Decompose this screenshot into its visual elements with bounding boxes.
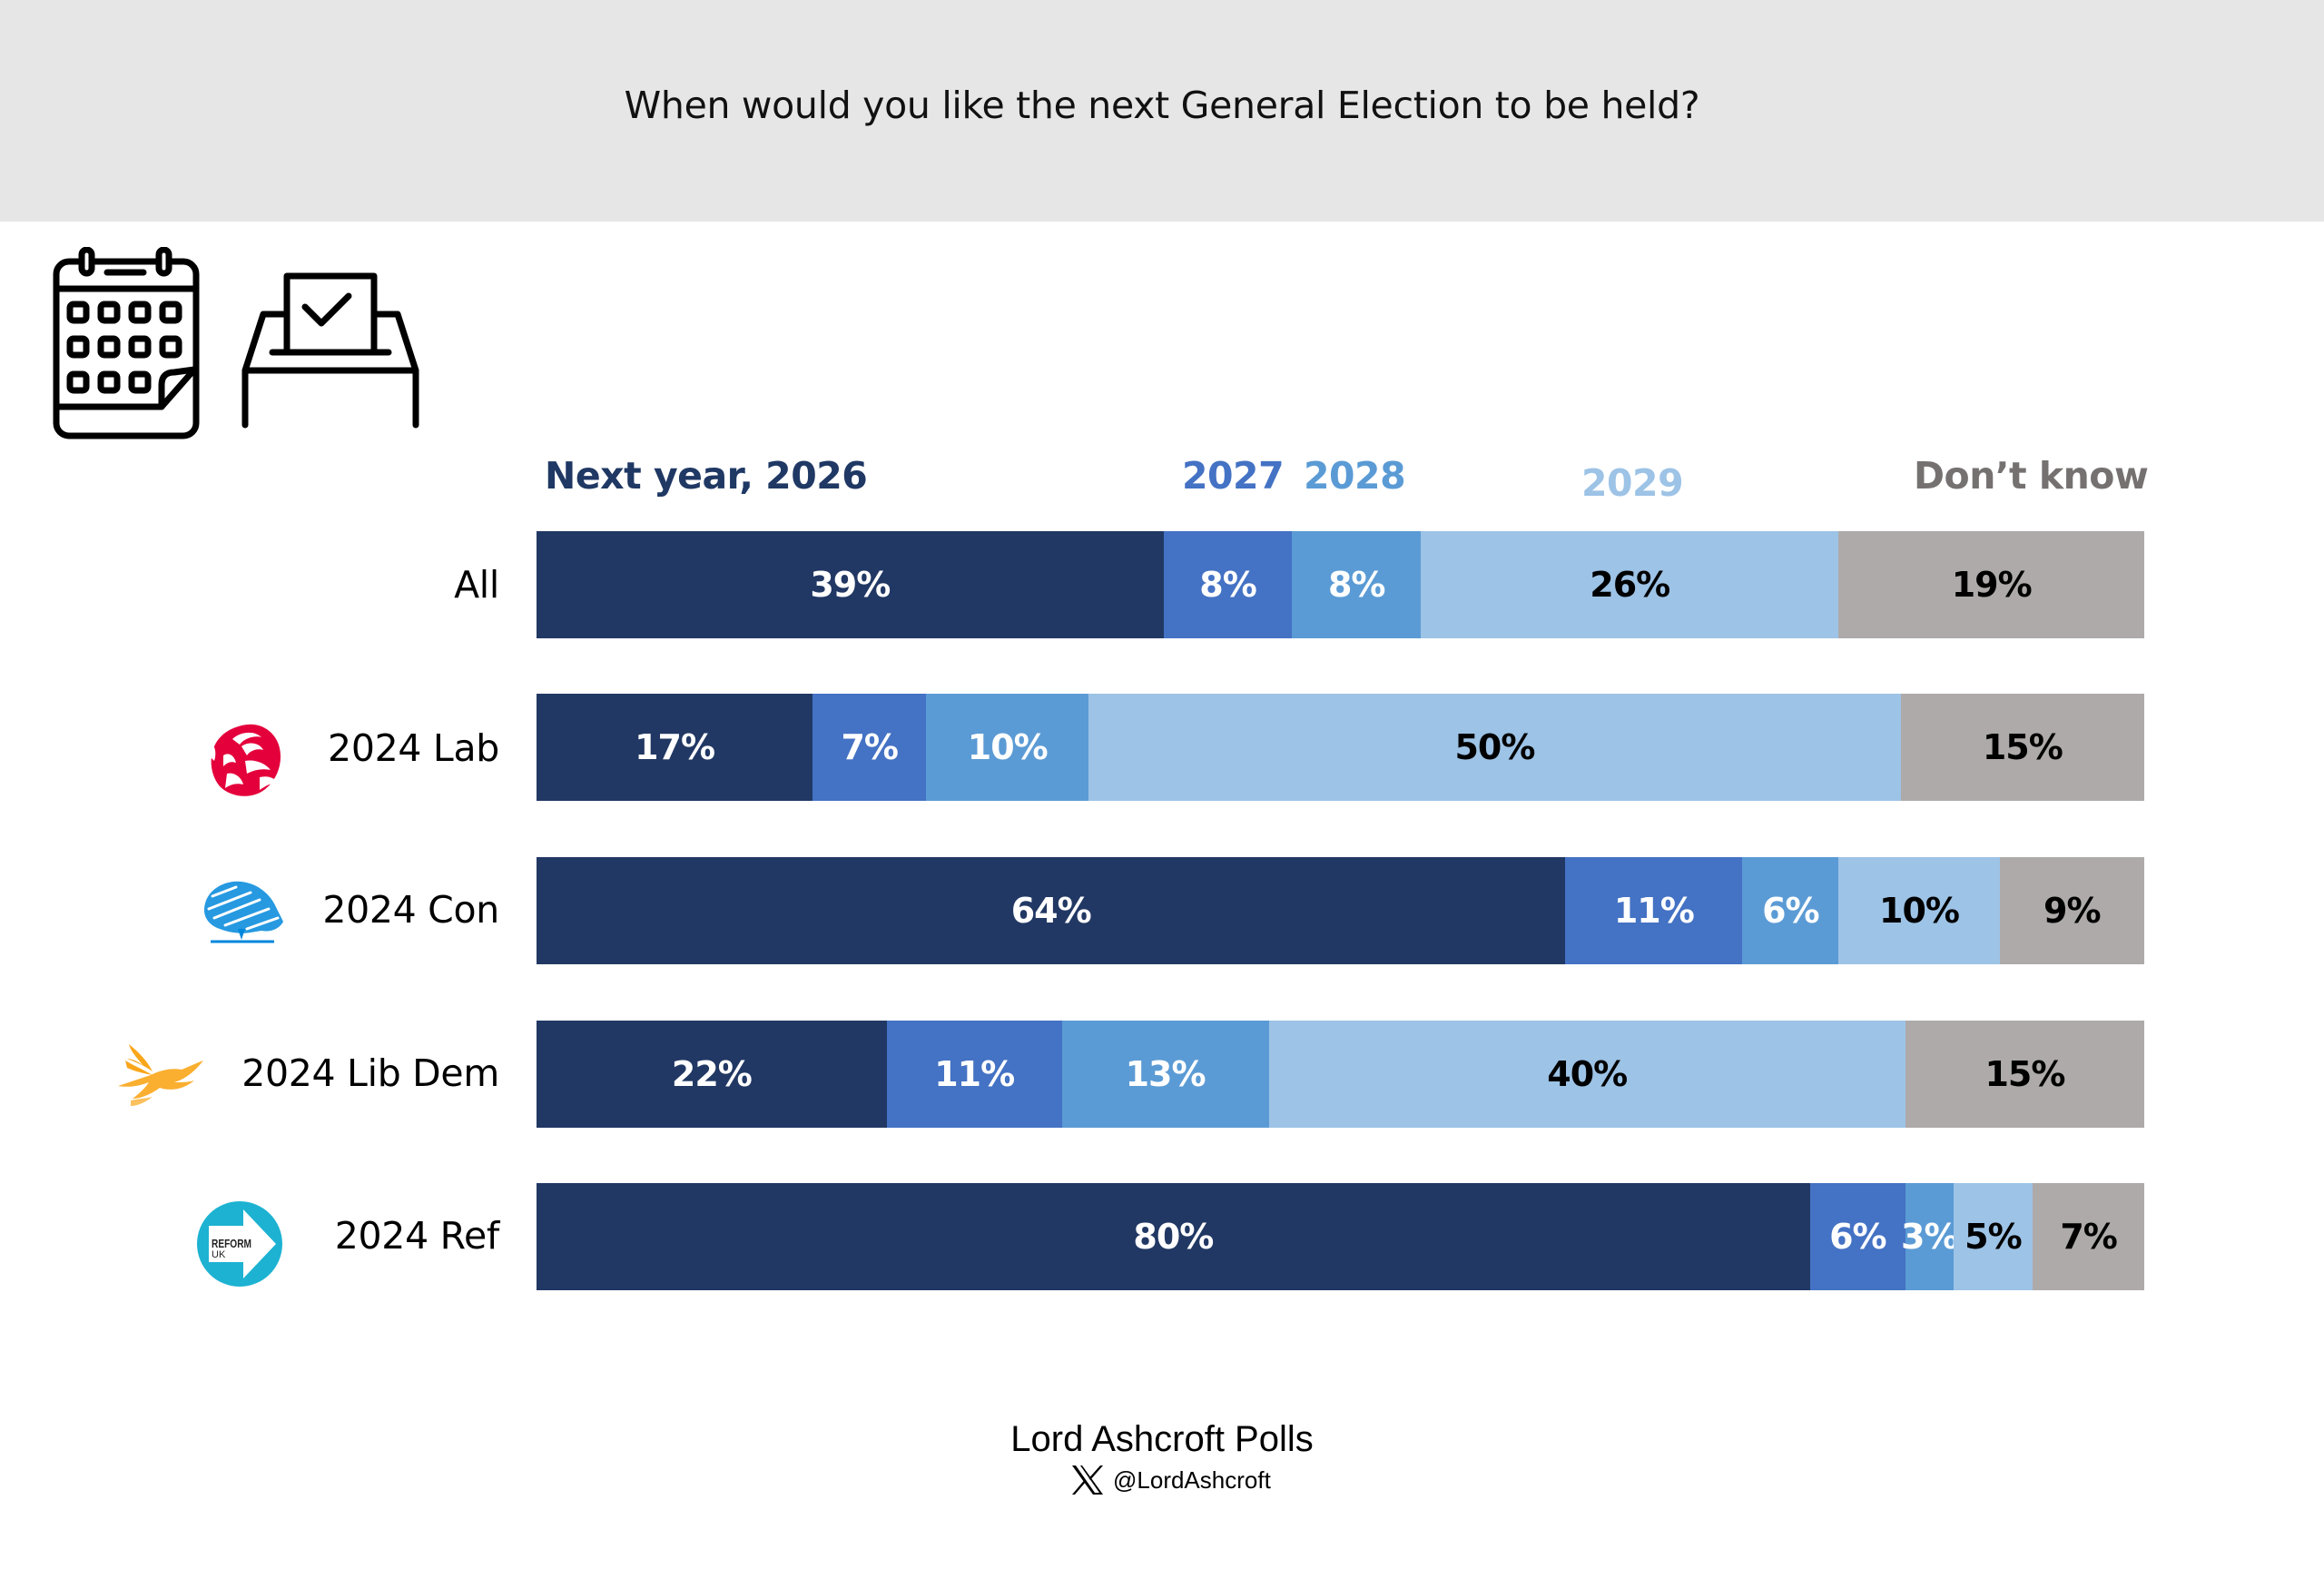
- row-label-lab: 2024 Lab: [328, 726, 499, 770]
- bar-row-lab: 17% 7% 10% 50% 15%: [537, 694, 2144, 801]
- bar-segment-seg-2026: 64%: [537, 857, 1566, 964]
- conservative-tree-logo: [203, 881, 283, 943]
- ballot-box-icon: [241, 272, 419, 429]
- bar-segment-seg-2029: 40%: [1268, 1021, 1905, 1128]
- footer-brand: Lord Ashcroft Polls: [1010, 1419, 1314, 1459]
- labour-rose-logo: [209, 724, 281, 796]
- bar-segment-seg-dont-know: 7%: [2033, 1183, 2144, 1290]
- svg-text:UK: UK: [212, 1249, 226, 1260]
- bar-segment-seg-2027: 6%: [1809, 1183, 1905, 1290]
- bar-segment-seg-2026: 80%: [537, 1183, 1810, 1290]
- legend-item-2028: 2028: [1304, 454, 1406, 498]
- bar-segment-seg-dont-know: 19%: [1838, 531, 2144, 638]
- bar-segment-seg-2028: 10%: [926, 694, 1089, 801]
- bar-row-con: 64% 11% 6% 10% 9%: [537, 857, 2144, 964]
- data-label: 64%: [1010, 891, 1092, 931]
- data-label: 17%: [635, 727, 715, 767]
- row-label-libdem: 2024 Lib Dem: [241, 1051, 499, 1095]
- svg-text:REFORM: REFORM: [212, 1237, 251, 1250]
- bar-segment-seg-dont-know: 9%: [1999, 857, 2144, 964]
- chart-title: When would you like the next General Ele…: [624, 84, 1700, 127]
- data-label: 6%: [1829, 1217, 1887, 1257]
- legend-item-2026: Next year, 2026: [545, 454, 868, 498]
- calendar-icon: [53, 247, 200, 439]
- data-label: 9%: [2043, 891, 2102, 931]
- bar-segment-seg-2026: 22%: [537, 1021, 887, 1128]
- bar-segment-seg-2026: 39%: [537, 531, 1164, 638]
- data-label: 15%: [1982, 727, 2063, 767]
- data-label: 7%: [841, 727, 899, 767]
- bar-segment-seg-2026: 17%: [537, 694, 813, 801]
- row-label-con: 2024 Con: [322, 888, 499, 932]
- data-label: 5%: [1965, 1217, 2023, 1257]
- bar-segment-seg-2028: 8%: [1292, 531, 1422, 638]
- bar-segment-seg-2029: 26%: [1421, 531, 1839, 638]
- bar-segment-seg-2027: 11%: [1565, 857, 1743, 964]
- bar-segment-seg-2027: 11%: [886, 1021, 1062, 1128]
- reform-uk-logo: REFORM UK: [197, 1201, 282, 1287]
- bar-row-ref: 80% 6% 3% 5% 7%: [537, 1183, 2144, 1290]
- legend-item-2027: 2027: [1182, 454, 1285, 498]
- legend-item-dont-know: Don’t know: [1914, 454, 2149, 498]
- bar-segment-seg-dont-know: 15%: [1900, 694, 2144, 801]
- data-label: 3%: [1901, 1217, 1959, 1257]
- bar-segment-seg-dont-know: 15%: [1905, 1021, 2144, 1128]
- data-label: 19%: [1951, 565, 2033, 605]
- data-label: 11%: [1613, 891, 1695, 931]
- data-label: 10%: [967, 727, 1049, 767]
- bar-segment-seg-2028: 13%: [1061, 1021, 1269, 1128]
- libdem-bird-logo: [118, 1044, 203, 1106]
- data-label: 22%: [671, 1054, 753, 1094]
- data-label: 40%: [1547, 1054, 1628, 1094]
- data-label: 7%: [2060, 1217, 2118, 1257]
- bar-segment-seg-2029: 50%: [1088, 694, 1901, 801]
- data-label: 50%: [1454, 727, 1535, 767]
- data-label: 8%: [1199, 565, 1257, 605]
- footer-handle-text: @LordAshcroft: [1113, 1465, 1271, 1494]
- footer-social[interactable]: @LordAshcroft: [1071, 1462, 1271, 1498]
- data-label: 10%: [1879, 891, 1960, 931]
- data-label: 8%: [1327, 565, 1386, 605]
- data-label: 13%: [1125, 1054, 1206, 1094]
- header-band: When would you like the next General Ele…: [0, 0, 2324, 222]
- x-logo-icon: [1072, 1465, 1103, 1495]
- bar-row-libdem: 22% 11% 13% 40% 15%: [537, 1021, 2144, 1128]
- bar-segment-seg-2029: 5%: [1953, 1183, 2034, 1290]
- row-label-all: All: [454, 563, 499, 607]
- bar-segment-seg-2029: 10%: [1838, 857, 2000, 964]
- data-label: 15%: [1984, 1054, 2065, 1094]
- bar-segment-seg-2027: 8%: [1163, 531, 1293, 638]
- data-label: 80%: [1133, 1217, 1214, 1257]
- data-label: 11%: [934, 1054, 1015, 1094]
- data-label: 6%: [1762, 891, 1820, 931]
- data-label: 26%: [1590, 565, 1670, 605]
- bar-segment-seg-2028: 6%: [1742, 857, 1839, 964]
- data-label: 39%: [810, 565, 891, 605]
- legend-item-2029: 2029: [1581, 461, 1684, 505]
- bar-segment-seg-2028: 3%: [1901, 1183, 1959, 1290]
- bar-segment-seg-2027: 7%: [812, 694, 927, 801]
- bar-row-all: 39% 8% 8% 26% 19%: [537, 531, 2144, 638]
- row-label-ref: 2024 Ref: [334, 1214, 500, 1258]
